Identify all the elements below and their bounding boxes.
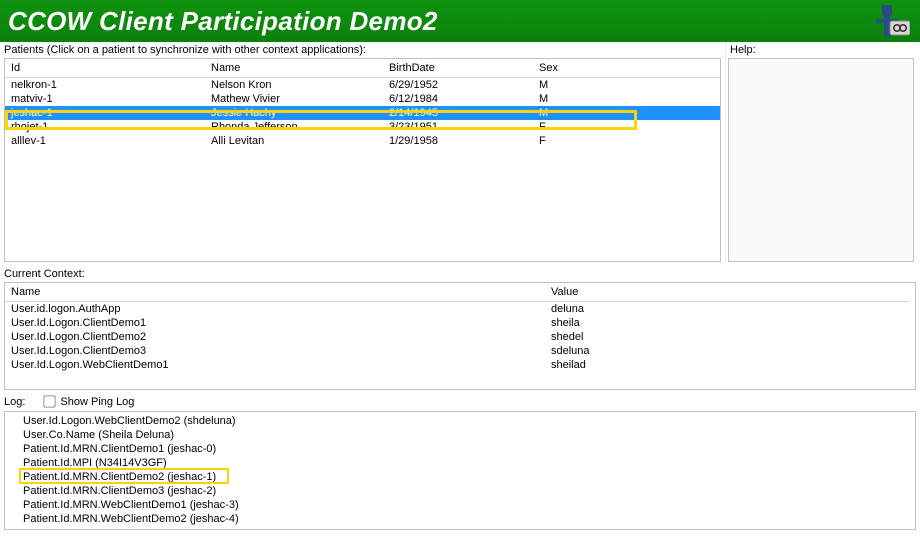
table-row[interactable]: User.id.logon.AuthAppdeluna [5,302,910,317]
help-label: Help: [726,42,920,58]
cell-id: jeshac-1 [5,106,205,120]
cell-name: Alli Levitan [205,134,383,148]
link-status-icon[interactable] [868,4,912,38]
cell-name: User.Id.Logon.ClientDemo3 [5,344,545,358]
log-line[interactable]: Patient.Id.MRN.WebClientDemo1 (jeshac-3) [23,498,915,512]
cell-sex: F [533,120,720,134]
cell-sex: M [533,92,720,106]
log-line[interactable]: Patient.Id.MRN.ClientDemo2 (jeshac-1) [23,470,915,484]
cell-name: Nelson Kron [205,78,383,93]
title-bar: CCOW Client Participation Demo2 [0,0,920,42]
show-ping-log-label: Show Ping Log [60,396,134,408]
cell-id: matviv-1 [5,92,205,106]
cell-name: User.Id.Logon.ClientDemo1 [5,316,545,330]
cell-name: Rhonda Jefferson [205,120,383,134]
table-row[interactable]: User.Id.Logon.WebClientDemo1sheilad [5,358,910,372]
cell-name: Mathew Vivier [205,92,383,106]
col-id[interactable]: Id [5,59,205,78]
cell-id: alllev-1 [5,134,205,148]
table-row[interactable]: jeshac-1Jessie Hachy2/14/1945M [5,106,720,120]
context-label: Current Context: [0,266,920,282]
cell-value: sdeluna [545,344,910,358]
patients-label: Patients (Click on a patient to synchron… [0,42,725,58]
table-row[interactable]: User.Id.Logon.ClientDemo1sheila [5,316,910,330]
log-line[interactable]: User.Co.Name (Sheila Deluna) [23,428,915,442]
log-line[interactable]: Patient.Id.MRN.ClientDemo1 (jeshac-0) [23,442,915,456]
patients-header-row[interactable]: Id Name BirthDate Sex [5,59,720,78]
col-name[interactable]: Name [205,59,383,78]
cell-id: rhojet-1 [5,120,205,134]
log-line[interactable]: User.Id.Logon.WebClientDemo2 (shdeluna) [23,414,915,428]
table-row[interactable]: nelkron-1Nelson Kron6/29/1952M [5,78,720,93]
help-body [728,58,914,262]
cell-name: User.id.logon.AuthApp [5,302,545,317]
cell-birth: 1/29/1958 [383,134,533,148]
cell-value: sheila [545,316,910,330]
log-line[interactable]: Patient.Id.MRN.ClientDemo3 (jeshac-2) [23,484,915,498]
app-title: CCOW Client Participation Demo2 [8,6,438,37]
cell-sex: M [533,78,720,93]
table-row[interactable]: alllev-1Alli Levitan1/29/1958F [5,134,720,148]
table-row[interactable]: User.Id.Logon.ClientDemo2shedel [5,330,910,344]
cell-birth: 6/12/1984 [383,92,533,106]
context-table[interactable]: Name Value User.id.logon.AuthAppdelunaUs… [4,282,916,390]
table-row[interactable]: matviv-1Mathew Vivier6/12/1984M [5,92,720,106]
table-row[interactable]: User.Id.Logon.ClientDemo3sdeluna [5,344,910,358]
table-row[interactable]: rhojet-1Rhonda Jefferson3/23/1951F [5,120,720,134]
log-body[interactable]: User.Id.Logon.WebClientDemo2 (shdeluna)U… [4,411,916,530]
cell-name: User.Id.Logon.ClientDemo2 [5,330,545,344]
cell-id: nelkron-1 [5,78,205,93]
cell-birth: 3/23/1951 [383,120,533,134]
cell-name: User.Id.Logon.WebClientDemo1 [5,358,545,372]
cell-birth: 2/14/1945 [383,106,533,120]
show-ping-log-toggle[interactable]: Show Ping Log [35,395,134,408]
context-header-row[interactable]: Name Value [5,283,910,302]
cell-sex: M [533,106,720,120]
col-ctx-name[interactable]: Name [5,283,545,302]
cell-value: shedel [545,330,910,344]
patients-table[interactable]: Id Name BirthDate Sex nelkron-1Nelson Kr… [4,58,721,262]
show-ping-log-checkbox[interactable] [44,395,56,407]
col-sex[interactable]: Sex [533,59,720,78]
log-line[interactable]: Patient.Id.MRN.WebClientDemo2 (jeshac-4) [23,512,915,526]
cell-value: sheilad [545,358,910,372]
cell-birth: 6/29/1952 [383,78,533,93]
log-label: Log: [4,396,25,408]
col-birth[interactable]: BirthDate [383,59,533,78]
cell-name: Jessie Hachy [205,106,383,120]
col-ctx-value[interactable]: Value [545,283,910,302]
log-line[interactable]: Patient.Id.MPI (N34I14V3GF) [23,456,915,470]
cell-value: deluna [545,302,910,317]
cell-sex: F [533,134,720,148]
